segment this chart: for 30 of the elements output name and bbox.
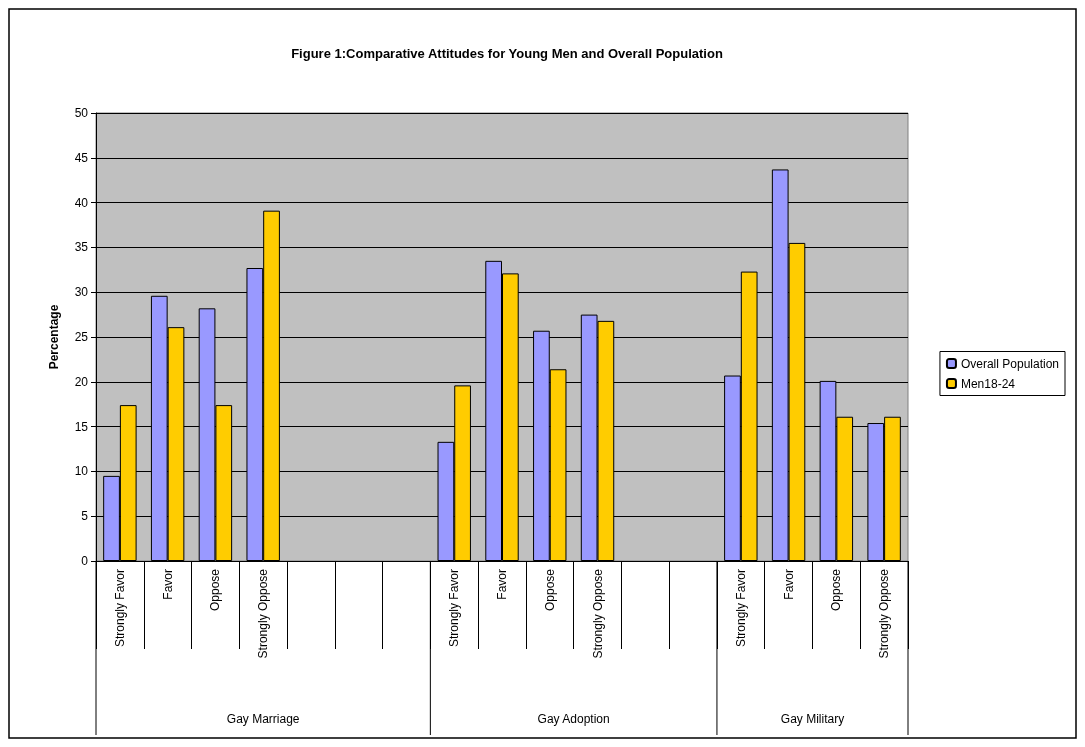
y-tick-label: 30 [74,285,89,300]
y-tick-label: 50 [74,106,89,120]
y-tick-label: 25 [74,330,89,344]
x-tick-label: Strongly Favor [447,569,462,648]
legend-label: Overall Population [960,356,1060,371]
text: Gay Marriage [226,712,300,726]
x-tick-label: Strongly Oppose [256,568,271,659]
text: Gay Adoption [537,712,610,726]
y-tick-label: 5 [81,509,89,524]
x-tick-label: Strongly Oppose [877,568,892,659]
x-tick-label: Oppose [829,568,844,612]
y-tick-label: 40 [74,195,89,210]
x-tick-label: Strongly Oppose [590,568,605,659]
text: Gay Military [780,712,845,726]
y-tick-label: 15 [74,419,89,434]
y-tick-label: 35 [74,240,89,255]
legend-label: Men18-24 [960,376,1016,391]
chart-title: Figure 1:Comparative Attitudes for Young Men and Overall Population [291,46,723,61]
x-tick-label: Strongly Favor [112,569,127,648]
x-tick-label: Favor [160,569,175,600]
x-tick-label: Oppose [208,568,223,612]
x-tick-label: Oppose [542,568,557,612]
y-tick-label: 20 [74,374,89,389]
y-tick-label: 45 [74,150,89,165]
y-tick-label: 10 [74,464,89,479]
y-axis-title: Percentage [47,304,61,370]
x-tick-label: Strongly Favor [733,569,748,648]
y-tick-label: 0 [81,554,89,568]
x-tick-label: Favor [781,569,796,600]
x-tick-label: Favor [495,569,509,600]
